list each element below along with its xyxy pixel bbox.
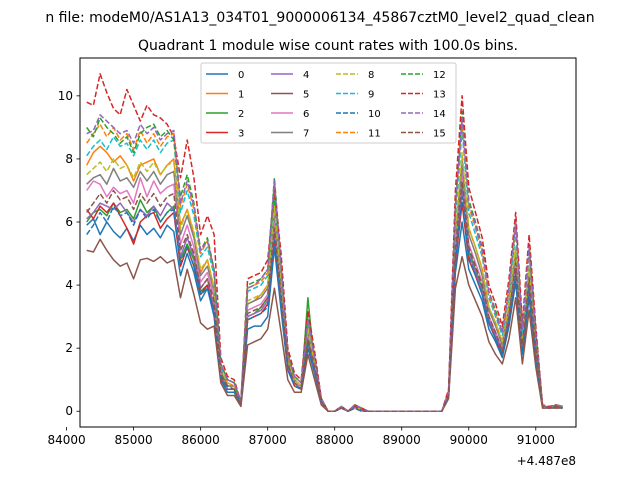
x-tick-label: 90000: [450, 433, 488, 447]
chart-title: Quadrant 1 module wise count rates with …: [138, 38, 518, 54]
legend-label-15: 15: [433, 129, 446, 140]
y-axis: 0 2 4 6 8 10: [58, 89, 80, 418]
x-tick-label: 85000: [115, 433, 153, 447]
legend-label-14: 14: [433, 109, 446, 120]
series-line-15: [86, 180, 563, 412]
legend-label-10: 10: [368, 109, 381, 120]
series-line-10: [86, 196, 563, 412]
series-line-13: [86, 73, 563, 412]
legend-box: [200, 62, 457, 144]
x-tick-label: 88000: [316, 433, 354, 447]
y-tick-label: 0: [65, 404, 73, 418]
axes-frame: [79, 57, 577, 428]
figure-suptitle: n file: modeM0/AS1A13_034T01_9000006134_…: [45, 10, 594, 26]
y-tick-label: 10: [58, 89, 73, 103]
x-axis-offset-label: +4.487e8: [517, 454, 576, 468]
x-axis: 84000 85000 86000 87000 88000 89000 90000 91000: [48, 427, 555, 447]
series-line-14: [86, 114, 563, 412]
plot-area: 84000 85000 86000 87000 88000 89000 90000 91000…: [48, 57, 577, 468]
legend-label-11: 11: [368, 129, 381, 140]
legend-label-13: 13: [433, 90, 446, 101]
legend-label-4: 4: [303, 70, 309, 81]
y-tick-label: 4: [65, 278, 73, 292]
series-line-5: [86, 238, 563, 412]
x-tick-label: 91000: [517, 433, 555, 447]
legend-label-6: 6: [303, 109, 309, 120]
legend-label-0: 0: [238, 70, 244, 81]
x-tick-label: 87000: [249, 433, 287, 447]
series-layer: [86, 73, 563, 412]
legend-label-8: 8: [368, 70, 374, 81]
legend-label-12: 12: [433, 70, 446, 81]
legend-label-5: 5: [303, 90, 309, 101]
legend-label-7: 7: [303, 129, 309, 140]
y-tick-label: 2: [65, 341, 73, 355]
legend-label-1: 1: [238, 90, 244, 101]
y-tick-label: 8: [65, 152, 73, 166]
x-tick-label: 84000: [48, 433, 86, 447]
x-tick-label: 86000: [182, 433, 220, 447]
legend-label-3: 3: [238, 129, 244, 140]
legend-label-9: 9: [368, 90, 374, 101]
series-line-8: [86, 151, 563, 412]
y-tick-label: 6: [65, 215, 73, 229]
x-tick-label: 89000: [383, 433, 421, 447]
legend-label-2: 2: [238, 109, 244, 120]
